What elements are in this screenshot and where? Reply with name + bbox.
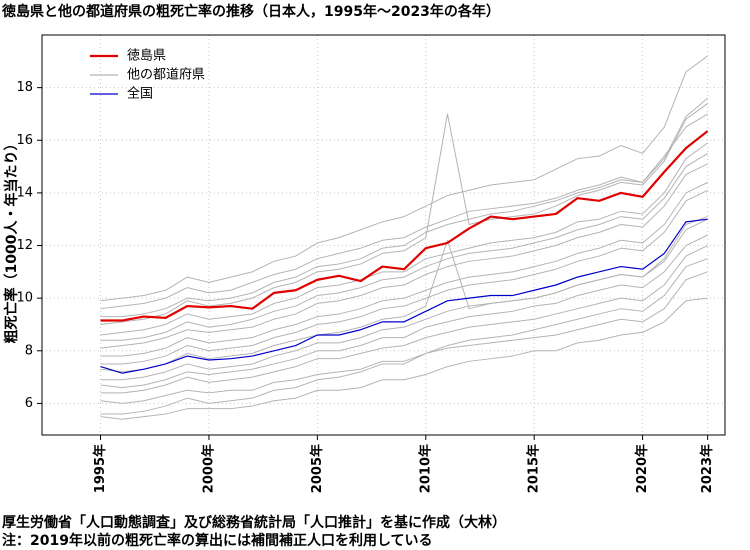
prefecture-line <box>100 189 708 365</box>
prefecture-line <box>100 271 708 404</box>
footnote: 注：2019年以前の粗死亡率の算出には補間補正人口を利用している <box>2 532 433 549</box>
x-tick-label: 2005年 <box>309 444 325 493</box>
prefecture-line <box>100 152 708 341</box>
prefecture-line <box>100 245 708 394</box>
prefecture-line <box>100 181 708 357</box>
x-tick-label: 2020年 <box>634 444 650 493</box>
prefecture-line <box>100 234 708 389</box>
x-tick-label: 2023年 <box>699 444 715 493</box>
y-axis-label: 粗死亡率（1000人・年当たり） <box>3 137 20 344</box>
prefecture-line <box>100 216 708 373</box>
prefecture-line <box>100 113 708 318</box>
x-tick-label: 2010年 <box>417 444 433 493</box>
legend-label: 徳島県 <box>127 49 166 64</box>
x-tick-label: 1995年 <box>92 444 108 493</box>
chart-title: 徳島県と他の都道府県の粗死亡率の推移（日本人，1995年～2023年の各年） <box>1 3 500 20</box>
legend-label: 他の都道府県 <box>127 68 205 83</box>
prefecture-line <box>100 97 708 310</box>
prefecture-line <box>100 142 708 336</box>
x-tick-label: 2015年 <box>526 444 542 493</box>
y-tick-label: 12 <box>16 238 33 253</box>
plot-frame <box>41 34 726 436</box>
prefecture-line <box>100 103 708 325</box>
y-tick-label: 8 <box>25 343 33 358</box>
legend-label: 全国 <box>127 86 153 102</box>
series-line <box>100 130 709 322</box>
prefecture-line <box>100 297 708 420</box>
y-tick-label: 18 <box>16 80 33 95</box>
series-line <box>100 218 708 374</box>
source-note: 厚生労働省「人口動態調査」及び総務省統計局「人口推計」を基に作成（大林） <box>2 514 506 531</box>
prefecture-line <box>100 218 708 381</box>
prefecture-line <box>100 55 708 302</box>
prefecture-line <box>100 163 708 349</box>
x-tick-label: 2000年 <box>200 444 216 493</box>
y-tick-label: 6 <box>25 396 33 411</box>
y-tick-label: 16 <box>16 133 33 148</box>
y-tick-label: 14 <box>16 185 33 200</box>
y-tick-label: 10 <box>16 291 33 306</box>
prefecture-line <box>100 258 708 415</box>
